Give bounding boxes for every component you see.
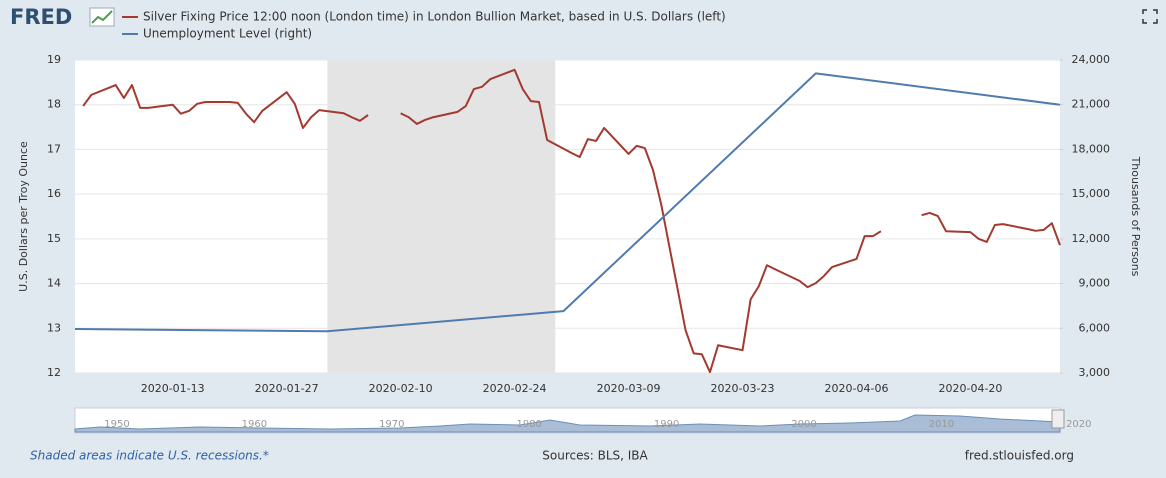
y-tick-label: 14 xyxy=(47,277,61,290)
navigator-label: 1980 xyxy=(516,419,541,430)
y2-tick-label: 12,000 xyxy=(1072,232,1111,245)
x-tick-label: 2020-04-20 xyxy=(938,382,1002,395)
y2-axis-title: Thousands of Persons xyxy=(1129,156,1142,277)
y-tick-label: 18 xyxy=(47,98,61,111)
series-line xyxy=(400,68,882,374)
x-tick-label: 2020-03-23 xyxy=(711,382,775,395)
sources: Sources: BLS, IBA xyxy=(542,449,648,463)
y2-tick-label: 15,000 xyxy=(1072,187,1111,200)
x-tick-label: 2020-02-24 xyxy=(483,382,547,395)
y2-tick-label: 18,000 xyxy=(1072,142,1111,155)
x-tick-label: 2020-02-10 xyxy=(369,382,433,395)
plot-area xyxy=(75,60,1060,373)
series-line xyxy=(82,84,369,129)
y-tick-label: 12 xyxy=(47,366,61,379)
y2-tick-label: 3,000 xyxy=(1079,366,1111,379)
navigator-label: 2010 xyxy=(929,419,954,430)
fullscreen-icon[interactable] xyxy=(1142,9,1158,24)
y2-tick-label: 24,000 xyxy=(1072,53,1111,66)
y2-tick-label: 9,000 xyxy=(1079,277,1111,290)
y-tick-label: 16 xyxy=(47,187,61,200)
y-axis-title: U.S. Dollars per Troy Ounce xyxy=(17,141,30,292)
navigator-labels: 1950 1960 1970 1980 1990 2000 2010 2020 xyxy=(104,419,1091,430)
x-tick-label: 2020-04-06 xyxy=(825,382,889,395)
navigator-label: 1950 xyxy=(104,419,129,430)
site-link[interactable]: fred.stlouisfed.org xyxy=(965,449,1074,463)
legend-label: Unemployment Level (right) xyxy=(143,27,312,41)
y-tick-label: 13 xyxy=(47,321,61,334)
navigator-label: 2000 xyxy=(791,419,816,430)
y-tick-label: 15 xyxy=(47,232,61,245)
series-line xyxy=(921,211,1061,246)
navigator-label: 1970 xyxy=(379,419,404,430)
logo-icon xyxy=(89,7,115,27)
y-tick-label: 19 xyxy=(47,53,61,66)
navigator-label: 2020 xyxy=(1066,419,1091,430)
x-tick-label: 2020-01-13 xyxy=(141,382,205,395)
navigator xyxy=(74,407,1065,434)
logo: FRED xyxy=(10,5,72,29)
plot xyxy=(74,59,1063,374)
recession-shading xyxy=(327,60,556,373)
series-line xyxy=(74,72,1061,333)
y2-tick-label: 6,000 xyxy=(1079,321,1111,334)
navigator-label: 1990 xyxy=(654,419,679,430)
x-tick-label: 2020-03-09 xyxy=(597,382,661,395)
x-tick-label: 2020-01-27 xyxy=(255,382,319,395)
legend-label: Silver Fixing Price 12:00 noon (London t… xyxy=(143,10,726,24)
recession-note: Shaded areas indicate U.S. recessions.* xyxy=(30,449,269,463)
y2-tick-label: 21,000 xyxy=(1072,98,1111,111)
navigator-label: 1960 xyxy=(242,419,267,430)
y-tick-label: 17 xyxy=(47,142,61,155)
